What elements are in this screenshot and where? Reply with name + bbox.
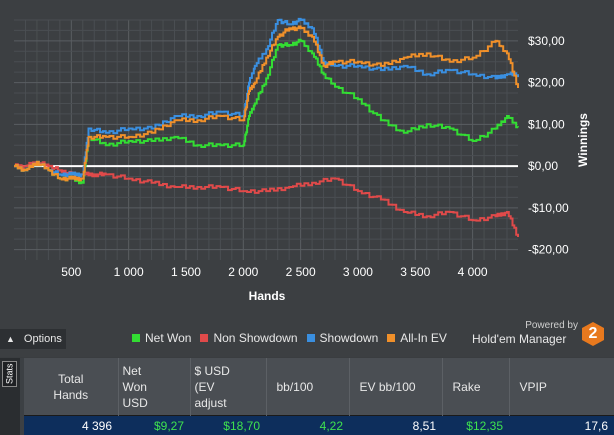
winnings-chart-panel: 500 1 000 1 500 2 000 2 500 3 000 3 500 4 000 -… [0, 17, 604, 350]
series-line-net-won [14, 38, 519, 185]
header-label: $ USD (EV adjust [194, 363, 230, 410]
powered-by-text: Powered by [525, 320, 578, 331]
header-bb-100[interactable]: bb/100 [266, 358, 350, 416]
series-line-all-in-ev [14, 25, 519, 182]
header-net-won-usd[interactable]: Net Won USD [118, 358, 191, 416]
header-label: Net Won USD [122, 363, 148, 410]
x-tick-label: 500 [61, 265, 81, 279]
cell-bb-100: 4,22 [266, 415, 349, 435]
header-label: EV bb/100 [359, 379, 416, 394]
y-axis-title: Winnings [576, 113, 590, 167]
legend-label: Showdown [319, 331, 379, 345]
y-tick-label: $10,00 [528, 117, 565, 131]
x-tick-label: 3 500 [400, 265, 430, 279]
winnings-chart: 500 1 000 1 500 2 000 2 500 3 000 3 500 4 000 -… [14, 17, 590, 303]
legend-swatch [306, 334, 315, 342]
stats-row[interactable]: 4 396 $9,27 $18,70 4,22 8,51 $12,35 17,6 [24, 415, 614, 435]
header-ev-bb-100[interactable]: EV bb/100 [349, 358, 443, 416]
y-tick-label: $20,00 [528, 76, 565, 90]
header-label: bb/100 [276, 379, 314, 394]
header-label: Total Hands [53, 371, 89, 402]
x-tick-label: 1 000 [114, 265, 144, 279]
legend-item-non-showdown[interactable]: Non Showdown [200, 331, 298, 345]
cell-total-hands: 4 396 [24, 415, 118, 435]
stats-tab-strip: Stats [0, 358, 20, 435]
brand-badge: Powered by Hold'em Manager 2 [472, 320, 604, 350]
cell-vpip: 17,6 [509, 415, 614, 435]
x-tick-label: 2 000 [228, 265, 258, 279]
x-axis-title: Hands [249, 289, 286, 303]
y-tick-labels: -$20,00 -$10,00 $0,00 $10,00 $20,00 $30,00 [528, 34, 569, 257]
header-total-hands[interactable]: Total Hands [24, 358, 119, 416]
x-tick-label: 2 500 [286, 265, 316, 279]
y-tick-label: -$20,00 [528, 243, 569, 257]
legend-label: Net Won [145, 331, 192, 345]
x-tick-label: 4 000 [458, 265, 488, 279]
stats-table: Total Hands Net Won USD $ USD (EV adjust… [24, 358, 614, 435]
legend-swatch [132, 334, 140, 342]
stats-header-row: Total Hands Net Won USD $ USD (EV adjust… [24, 358, 614, 416]
legend-label: All-In EV [400, 331, 447, 345]
chevron-up-icon: ▲ [6, 334, 15, 344]
y-tick-label: $0,00 [528, 159, 558, 173]
holdem-manager-logo-icon: 2 [582, 322, 604, 346]
legend-item-showdown[interactable]: Showdown [306, 331, 379, 345]
header-label: VPIP [519, 379, 547, 394]
series-layer [14, 17, 519, 237]
cell-ev-adjusted: $18,70 [190, 415, 266, 435]
options-button[interactable]: ▲ Options [0, 329, 66, 349]
header-usd-ev-adjust[interactable]: $ USD (EV adjust [190, 358, 267, 416]
legend-item-allin-ev[interactable]: All-In EV [387, 331, 447, 345]
legend-swatch [200, 334, 209, 342]
legend-label: Non Showdown [213, 331, 298, 345]
cell-rake: $12,35 [442, 415, 509, 435]
brand-name: Hold'em Manager [472, 332, 567, 346]
y-tick-label: $30,00 [528, 34, 565, 48]
legend-item-net-won[interactable]: Net Won [132, 331, 191, 345]
options-label: Options [23, 333, 62, 345]
x-tick-labels: 500 1 000 1 500 2 000 2 500 3 000 3 500 4 000 [61, 265, 488, 279]
cell-net-won: $9,27 [118, 415, 190, 435]
legend-swatch [387, 334, 396, 342]
chart-legend: Net Won Non Showdown Showdown All-In EV [132, 331, 456, 345]
stats-panel: Stats Total Hands Net Won USD $ USD (EV … [0, 358, 614, 435]
y-tick-label: -$10,00 [528, 201, 569, 215]
stats-tab[interactable]: Stats [2, 361, 17, 387]
x-tick-label: 1 500 [171, 265, 201, 279]
series-line-showdown [14, 17, 519, 178]
x-tick-label: 3 000 [343, 265, 373, 279]
cell-ev-bb-100: 8,51 [349, 415, 442, 435]
header-rake[interactable]: Rake [442, 358, 510, 416]
header-label: Rake [452, 379, 481, 394]
header-vpip[interactable]: VPIP [509, 358, 614, 416]
